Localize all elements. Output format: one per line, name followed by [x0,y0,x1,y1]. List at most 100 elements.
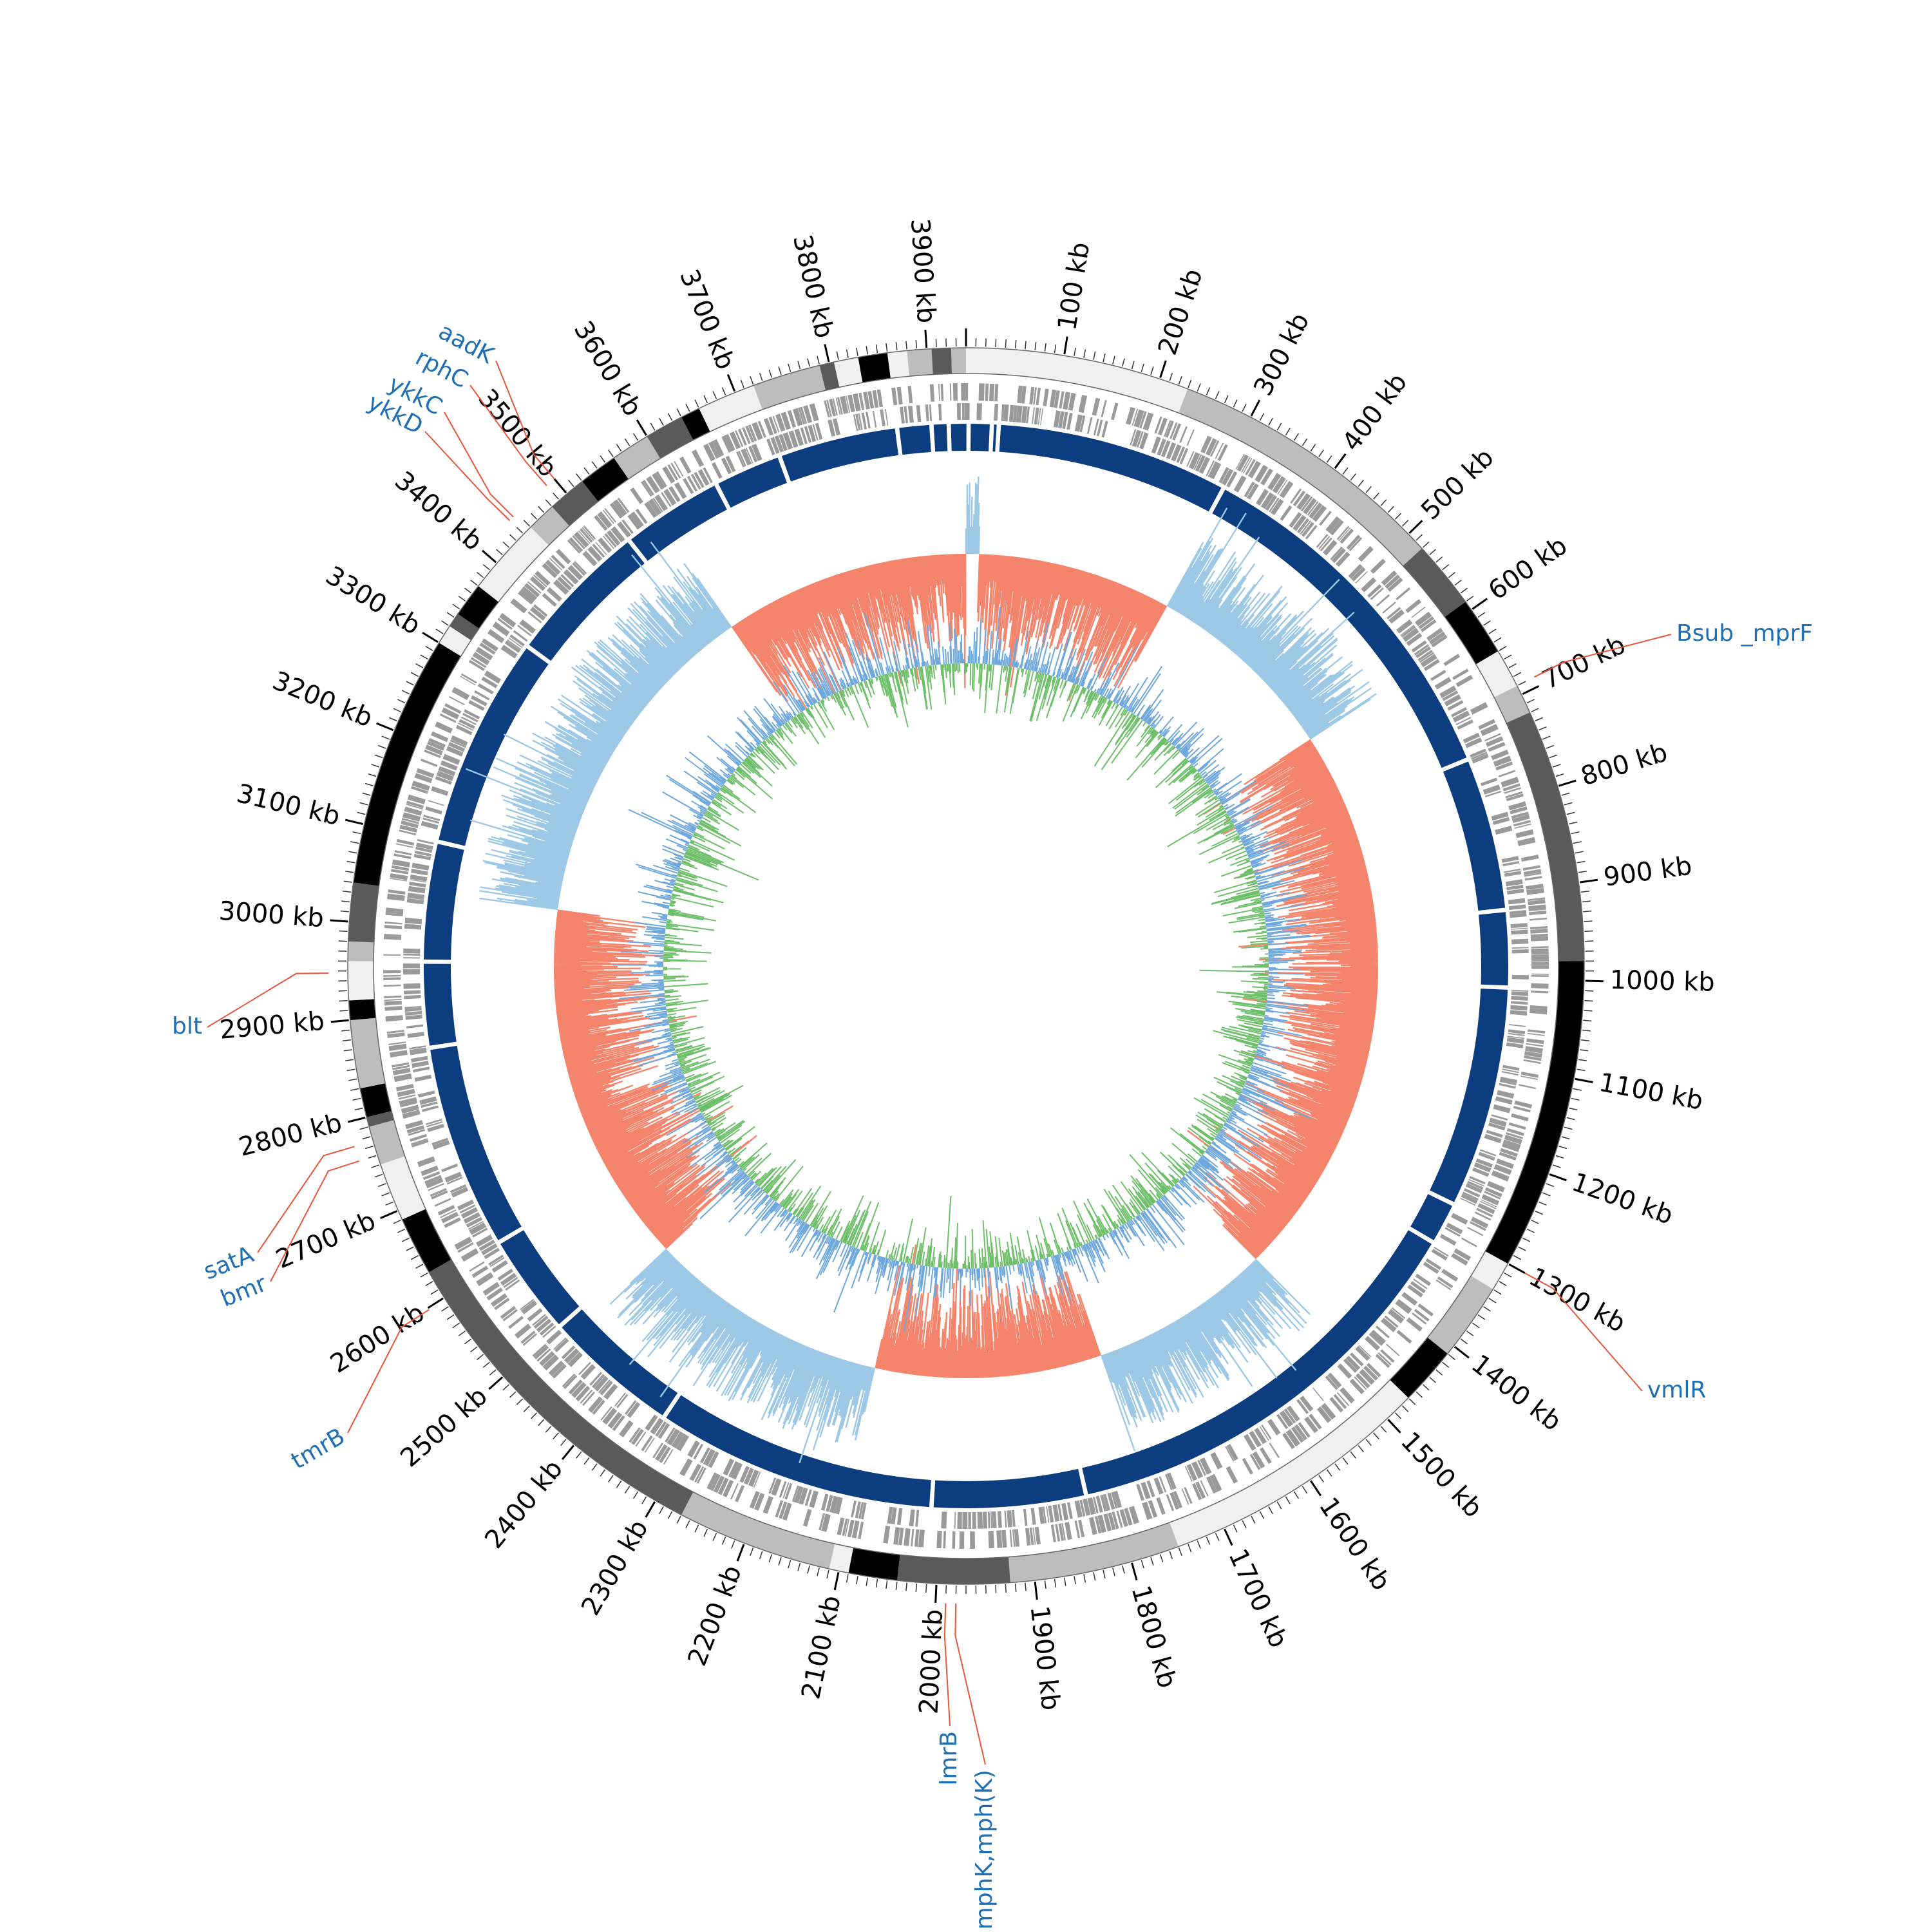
contig-band-13 [500,1230,580,1325]
contig-band-19 [630,486,727,561]
segment-band-17 [429,1259,694,1515]
segment-band-28 [353,643,461,886]
segment-band-21 [366,1111,394,1127]
segment-band-24 [348,999,376,1021]
tick-label: 3900 kb [905,218,941,325]
gc-skew-track [465,476,1379,1464]
tick-label: 1200 kb [1568,1168,1677,1231]
segment-band-1 [1178,388,1422,566]
segment-band-22 [360,1083,392,1117]
tick-label: 2300 kb [576,1515,654,1620]
segment-band-5 [1494,685,1530,723]
tick-label: 2700 kb [272,1206,380,1275]
contig-band-3 [999,424,1222,512]
tick-label: 1700 kb [1222,1544,1293,1652]
segment-band-47 [951,348,966,374]
tick-label: 2600 kb [325,1298,430,1379]
segment-band-40 [753,365,826,410]
tick-label: 400 kb [1336,368,1413,457]
gene-label-lmrb: lmrB [936,1731,962,1786]
gc-content-track [612,607,1312,1332]
contig-band-2 [992,424,997,452]
segment-band-46 [931,348,952,375]
contig-band-17 [439,648,549,846]
segment-band-27 [348,882,379,943]
tick-label: 3300 kb [321,561,426,641]
segment-band-44 [887,350,910,379]
segment-band-23 [350,1018,386,1089]
gene-label-vmlr: vmlR [1647,1377,1706,1403]
segment-band-32 [478,527,549,602]
segment-band-42 [833,357,863,388]
contig-band-15 [424,963,457,1046]
segment-ring-inner-edge [373,373,1559,1559]
gene-leader-line [257,1146,355,1253]
segment-band-39 [699,385,762,432]
gene-label-mphk: mphK,mph(K) [971,1770,998,1929]
tick-label: 900 kb [1602,851,1694,893]
contig-band-22 [899,424,931,455]
tick-label: 100 kb [1052,240,1095,332]
tick-label: 700 kb [1538,630,1631,696]
contig-band-4 [1212,489,1467,768]
segment-band-20 [369,1120,405,1165]
segment-band-14 [848,1548,900,1581]
segment-band-34 [552,481,598,526]
contig-band-5 [1443,761,1506,911]
tick-label: 500 kb [1416,442,1500,526]
tick-label: 3700 kb [674,265,741,374]
tick-label: 3000 kb [218,896,325,934]
contig-band-21 [781,428,899,482]
segment-band-10 [1390,1337,1448,1398]
contig-band-ring [424,424,1508,1508]
contig-band-last [951,424,966,451]
tick-label: 1500 kb [1395,1426,1488,1524]
segment-band-43 [858,352,891,383]
tick-label: 3600 kb [568,316,648,421]
gene-label-tmrb: tmrB [287,1423,349,1475]
gene-annotations: Bsub _mprFvmlRmphK,mph(K)lmrBtmrBbmrsatA… [172,318,1813,1929]
tick-label: 2400 kb [479,1454,569,1554]
tick-label: 1100 kb [1596,1068,1705,1116]
tick-label: 3500 kb [472,384,562,483]
tick-label: 2900 kb [218,1007,325,1045]
segment-band-38 [681,408,710,440]
gene-label-blt: blt [172,1013,202,1039]
segment-band-0 [966,348,1188,413]
contig-band-16 [424,844,464,960]
gc-content-below-mean [663,663,1269,1269]
segment-band-45 [907,348,933,377]
tick-label: 200 kb [1153,265,1209,359]
tick-label: 2200 kb [683,1562,748,1671]
segment-band-12 [1008,1522,1179,1583]
tick-label: 3800 kb [787,232,839,341]
gene-leader-line [207,972,329,1028]
gene-leader-line [954,1603,986,1765]
tick-label: 800 kb [1578,737,1671,791]
segment-ring [347,347,1585,1585]
segment-band-31 [457,586,499,629]
tick-label: 600 kb [1483,531,1573,606]
tick-label: 1000 kb [1609,965,1715,998]
contig-band-10 [933,1468,1084,1508]
segment-band-13 [897,1555,1010,1584]
gene-leader-line [495,360,555,480]
segment-band-33 [530,506,570,545]
contig-band-23 [933,424,948,452]
tick-label: 3400 kb [389,466,488,556]
segment-band-36 [614,436,661,479]
tick-label: 1900 kb [1025,1604,1066,1712]
tick-label: 3100 kb [234,779,343,831]
gene-leader-line [444,412,514,518]
segment-band-16 [681,1492,835,1569]
contig-band-18 [529,542,645,661]
segment-band-15 [829,1544,854,1573]
tick-label: 1800 kb [1126,1582,1182,1691]
contig-band-8 [1410,1194,1453,1240]
segment-band-29 [439,626,471,656]
contig-band-6 [1479,912,1508,986]
segment-band-19 [380,1156,426,1220]
gene-leader-line [1524,1272,1643,1392]
segment-band-7 [1485,961,1584,1264]
segment-band-41 [819,362,840,391]
